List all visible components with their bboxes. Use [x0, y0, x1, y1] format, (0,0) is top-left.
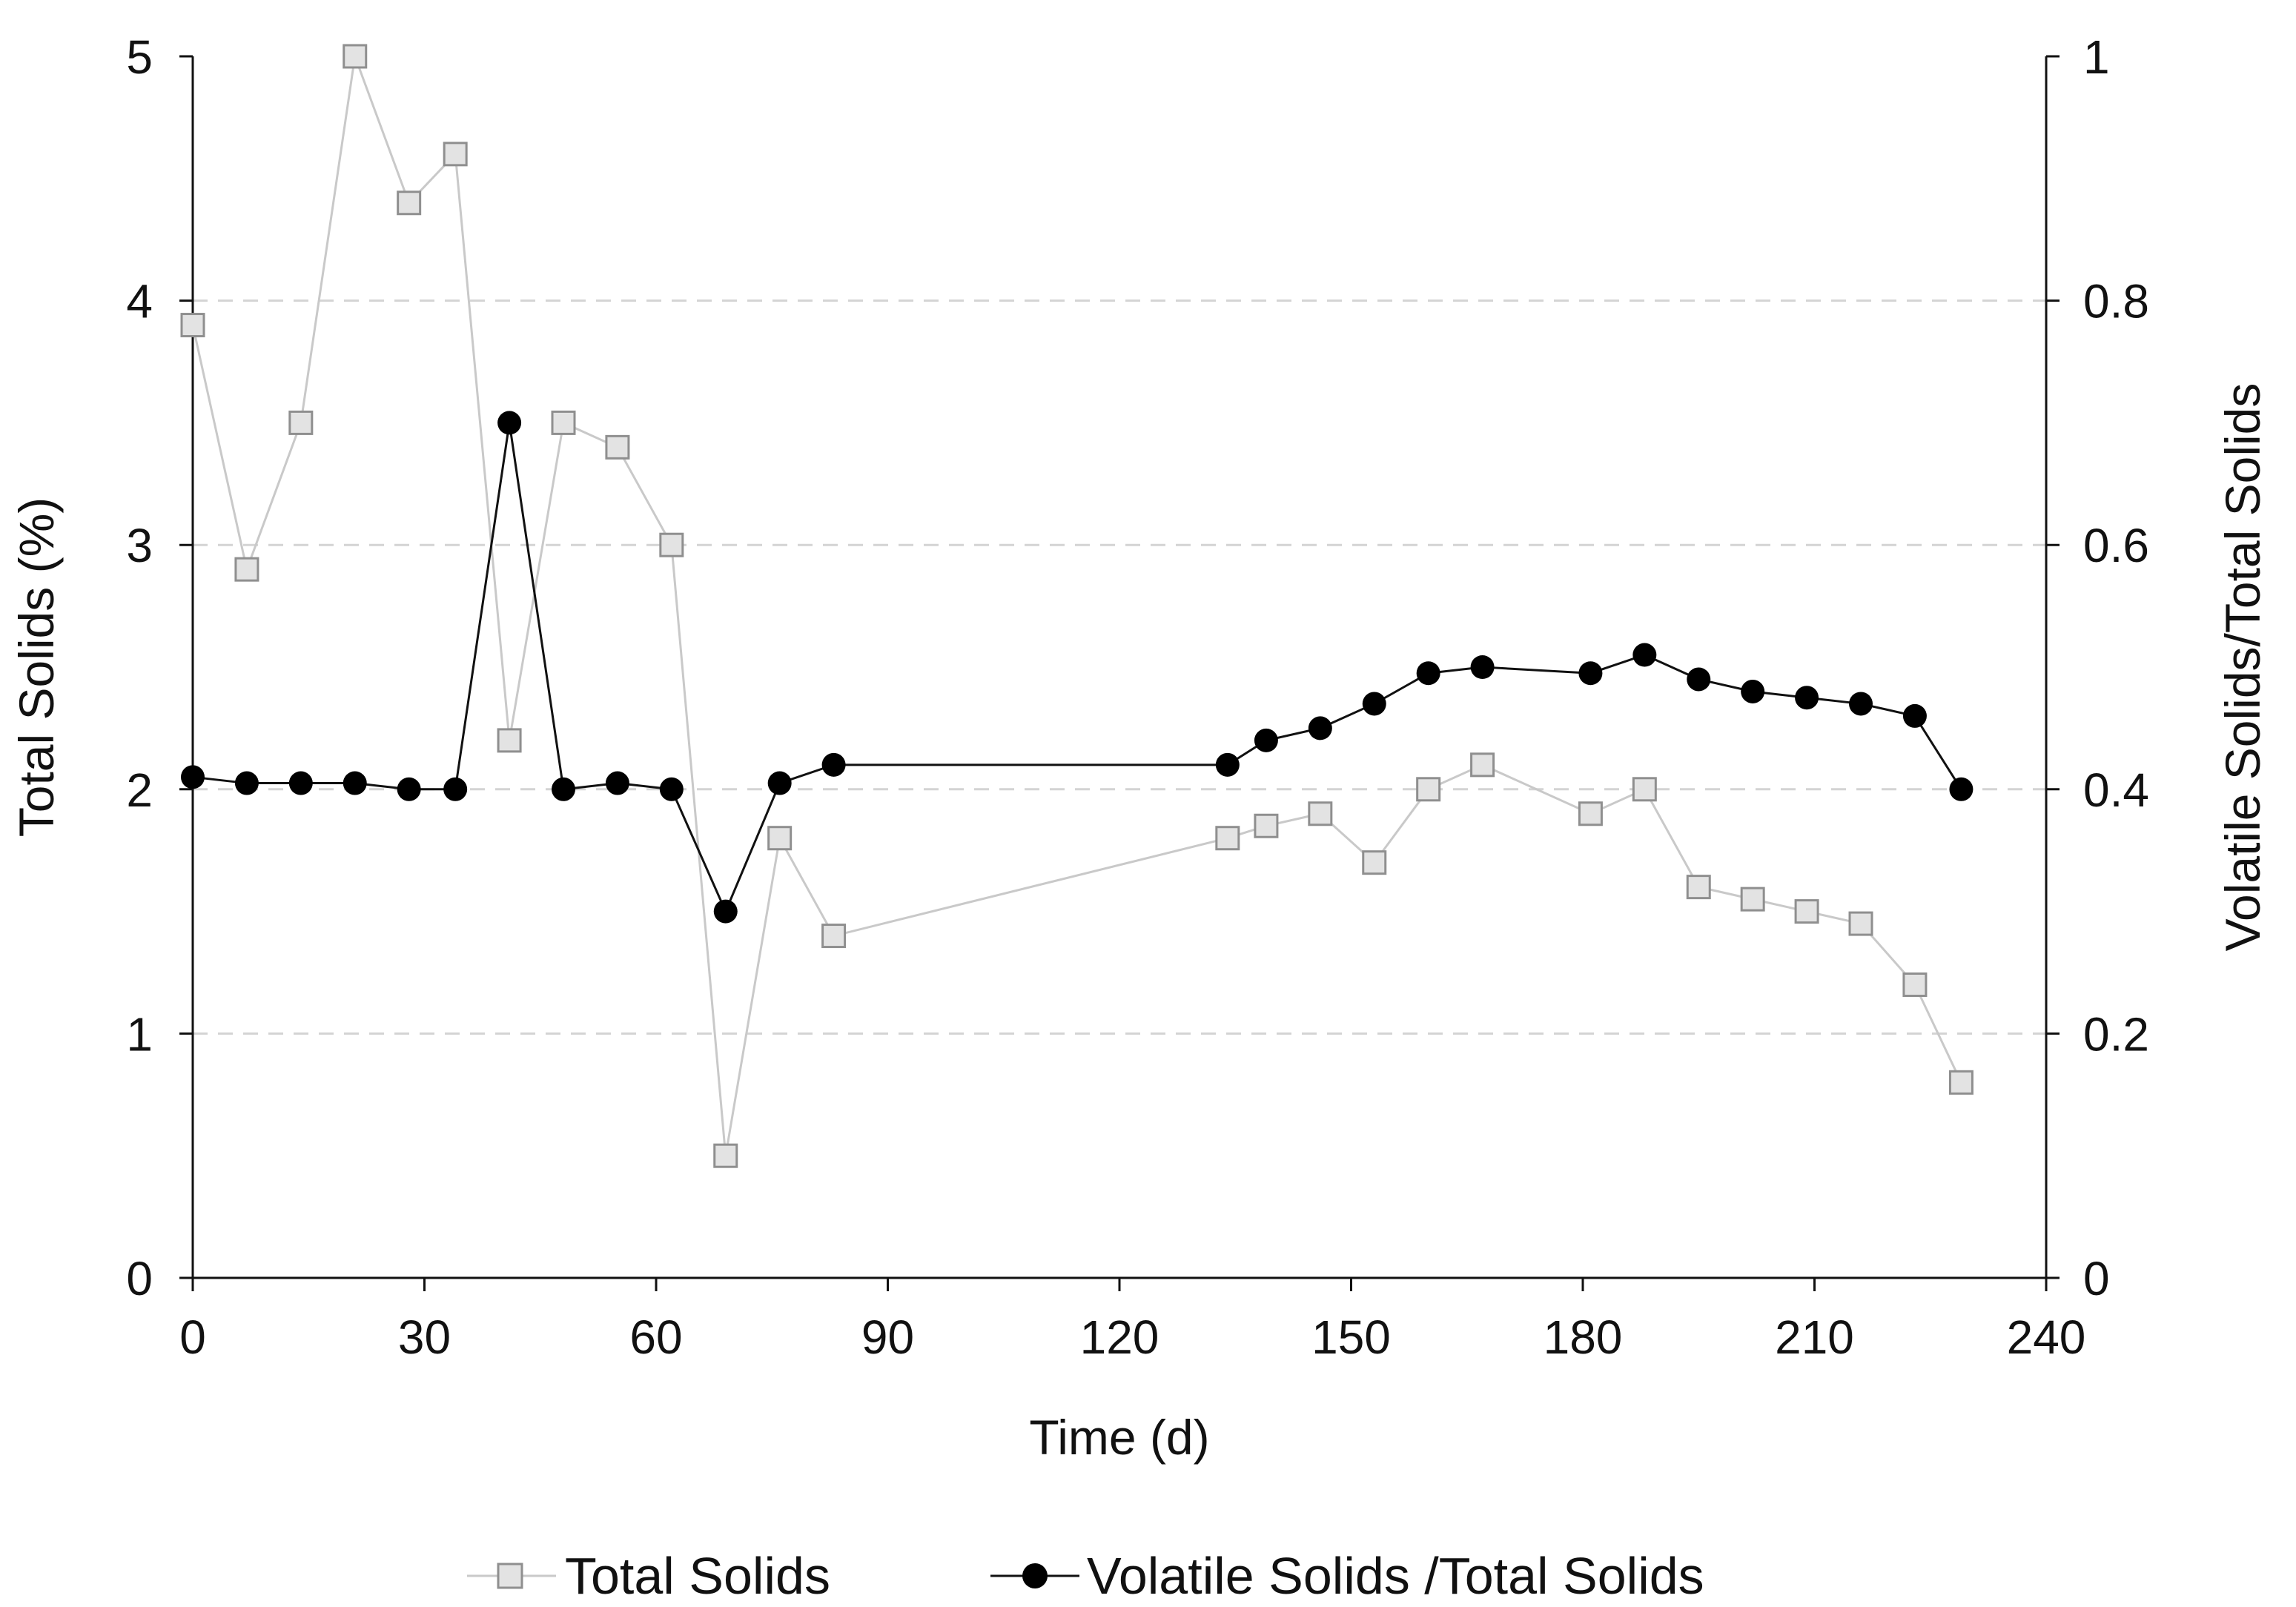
volatile-solids-ratio-point-24 [1849, 692, 1873, 716]
y2-tick-label-4: 0.8 [2083, 275, 2149, 328]
legend-total-solids-marker [497, 1563, 523, 1589]
total-solids-point-11 [767, 826, 793, 851]
legend-total-solids-label: Total Solids [565, 1547, 830, 1605]
y2-tick-label-5: 1 [2083, 30, 2110, 84]
volatile-solids-ratio-point-6 [497, 411, 522, 435]
total-solids-point-22 [1740, 887, 1765, 912]
volatile-solids-ratio-point-21 [1687, 667, 1711, 692]
horizontal-gridlines [193, 299, 2046, 1035]
total-solids-point-12 [821, 924, 847, 949]
volatile-solids-ratio-point-13 [1215, 752, 1240, 777]
volatile-solids-ratio-point-1 [234, 771, 259, 795]
legend-volatile-solids-marker [1022, 1563, 1048, 1588]
legend-volatile-solids-label: Volatile Solids /Total Solids [1087, 1547, 1704, 1605]
volatile-solids-ratio-point-16 [1362, 692, 1386, 716]
total-solids-point-25 [1902, 972, 1928, 997]
total-solids-point-23 [1794, 899, 1819, 924]
volatile-solids-ratio-line [192, 423, 1962, 915]
legend: Total Solids Volatile Solids /Total Soli… [467, 1547, 1704, 1605]
y-tick-label-2: 2 [126, 763, 153, 817]
y-tick-label-3: 3 [126, 519, 153, 572]
total-solids-point-21 [1686, 875, 1711, 900]
volatile-solids-ratio-point-25 [1902, 703, 1927, 728]
total-solids-point-1 [234, 557, 259, 582]
axes [191, 56, 2048, 1279]
total-solids-point-8 [605, 434, 630, 460]
total-solids-point-18 [1470, 752, 1495, 778]
volatile-solids-ratio-point-8 [605, 771, 629, 795]
volatile-solids-ratio-point-14 [1254, 728, 1278, 752]
total-solids-point-19 [1578, 801, 1603, 826]
total-solids-point-15 [1308, 801, 1333, 826]
volatile-solids-ratio-point-19 [1578, 661, 1603, 686]
x-tick-label-2: 60 [629, 1311, 682, 1364]
total-solids-point-10 [713, 1143, 738, 1168]
y2-tick-label-2: 0.4 [2083, 763, 2149, 817]
volatile-solids-ratio-point-9 [659, 777, 684, 801]
x-tick-label-5: 150 [1311, 1311, 1391, 1364]
volatile-solids-ratio-point-0 [181, 765, 205, 789]
volatile-solids-ratio-point-12 [821, 752, 846, 777]
total-solids-point-16 [1362, 850, 1387, 875]
x-tick-label-0: 0 [179, 1311, 206, 1364]
total-solids-point-13 [1215, 826, 1240, 851]
x-axis-title: Time (d) [1029, 1410, 1209, 1465]
total-solids-point-2 [288, 410, 314, 435]
x-tick-label-8: 240 [2007, 1311, 2086, 1364]
x-axis-ticks: 0 30 60 90 120 150 180 210 240 [179, 1278, 2085, 1364]
total-solids-point-4 [397, 190, 422, 216]
legend-item-total-solids: Total Solids [467, 1547, 830, 1605]
total-solids-point-6 [497, 728, 522, 753]
volatile-solids-ratio-point-7 [552, 777, 575, 801]
left-y-axis-ticks: 0 1 2 3 4 5 [126, 30, 193, 1305]
y-tick-label-1: 1 [126, 1007, 153, 1061]
volatile-solids-ratio-point-15 [1308, 716, 1332, 740]
volatile-solids-ratio-point-20 [1632, 643, 1657, 667]
volatile-solids-ratio-point-10 [713, 899, 738, 924]
total-solids-point-20 [1632, 777, 1657, 802]
volatile-solids-ratio-point-23 [1795, 686, 1819, 710]
volatile-solids-ratio-point-18 [1470, 655, 1495, 679]
volatile-solids-ratio-point-3 [343, 771, 367, 795]
y-tick-label-5: 5 [126, 30, 153, 84]
total-solids-point-3 [343, 44, 368, 69]
volatile-solids-ratio-point-2 [288, 771, 313, 795]
y2-tick-label-3: 0.6 [2083, 519, 2149, 572]
x-tick-label-4: 120 [1080, 1311, 1159, 1364]
volatile-solids-ratio-point-22 [1741, 679, 1765, 703]
volatile-solids-ratio-point-5 [443, 777, 468, 801]
x-tick-label-1: 30 [398, 1311, 451, 1364]
total-solids-point-5 [443, 142, 468, 167]
volatile-solids-ratio-point-4 [397, 777, 421, 801]
y2-tick-label-1: 0.2 [2083, 1007, 2149, 1061]
y-tick-label-4: 4 [126, 275, 153, 328]
series-total-solids [180, 44, 1974, 1168]
total-solids-point-26 [1948, 1070, 1974, 1095]
x-tick-label-6: 180 [1544, 1311, 1623, 1364]
total-solids-point-14 [1254, 813, 1279, 838]
total-solids-point-0 [180, 313, 205, 338]
volatile-solids-ratio-point-26 [1949, 777, 1974, 801]
right-y-axis-ticks: 0 0.2 0.4 0.6 0.8 1 [2046, 30, 2149, 1305]
total-solids-point-24 [1848, 911, 1873, 936]
y-tick-label-0: 0 [126, 1252, 153, 1305]
y2-tick-label-0: 0 [2083, 1252, 2110, 1305]
total-solids-line [191, 56, 1962, 1156]
total-solids-point-7 [551, 410, 576, 435]
right-y-axis-title: Volatile Solids/Total Solids [2215, 383, 2270, 952]
x-tick-label-7: 210 [1775, 1311, 1854, 1364]
total-solids-point-17 [1416, 777, 1441, 802]
x-tick-label-3: 90 [861, 1311, 914, 1364]
series-volatile-to-total-solids [181, 411, 1974, 924]
volatile-solids-ratio-point-17 [1416, 661, 1440, 686]
legend-item-volatile-solids-ratio: Volatile Solids /Total Solids [990, 1547, 1704, 1605]
left-y-axis-title: Total Solids (%) [9, 497, 64, 838]
total-solids-point-9 [659, 532, 684, 557]
volatile-solids-ratio-point-11 [767, 771, 792, 795]
